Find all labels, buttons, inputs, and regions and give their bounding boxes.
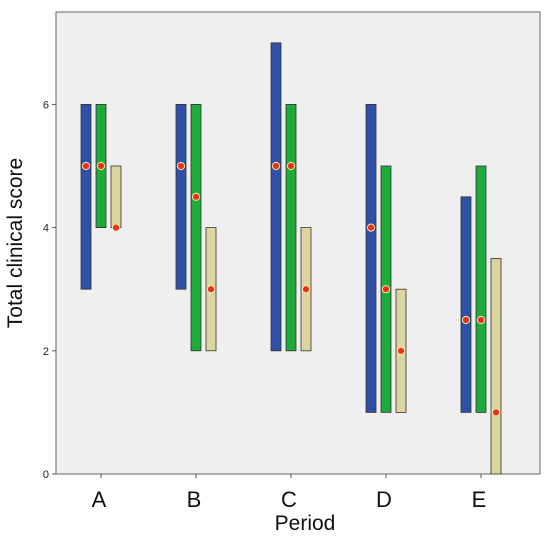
range-bar <box>190 104 202 352</box>
plot-area <box>55 11 541 475</box>
bars-layer <box>80 42 502 475</box>
median-point <box>81 161 91 171</box>
range-bar <box>365 104 377 413</box>
range-bar <box>475 165 487 413</box>
median-point <box>176 161 186 171</box>
y-tick-label: 2 <box>43 346 49 358</box>
median-point <box>191 192 201 201</box>
y-tick-label: 4 <box>43 223 49 235</box>
median-point <box>381 285 391 294</box>
x-category-label: C <box>281 487 297 512</box>
median-point <box>461 315 471 325</box>
median-point <box>366 223 376 232</box>
x-categories-layer: A B C D E <box>92 474 487 512</box>
range-bar <box>110 165 122 228</box>
median-point <box>111 223 121 232</box>
median-point <box>476 315 486 325</box>
x-category-label: E <box>472 487 487 512</box>
median-point <box>286 161 296 171</box>
y-tick-label: 0 <box>43 469 49 481</box>
y-tick-label: 6 <box>43 99 49 111</box>
x-category-label: D <box>376 487 392 512</box>
median-point <box>396 346 406 355</box>
range-bar <box>285 104 297 352</box>
range-bar <box>270 42 282 352</box>
y-ticks-layer: 0 2 4 6 <box>43 99 56 481</box>
median-point <box>96 161 106 171</box>
range-bar <box>175 104 187 290</box>
range-bar <box>460 196 472 413</box>
x-axis-title: Period <box>275 512 336 535</box>
x-category-label: A <box>92 487 107 512</box>
range-bar <box>80 104 92 290</box>
median-point <box>206 285 216 294</box>
y-axis-title: Total clinical score <box>4 158 27 328</box>
median-point <box>491 408 501 417</box>
range-bar <box>490 257 502 475</box>
x-category-label: B <box>187 487 202 512</box>
median-point <box>301 285 311 294</box>
median-point <box>271 161 281 171</box>
